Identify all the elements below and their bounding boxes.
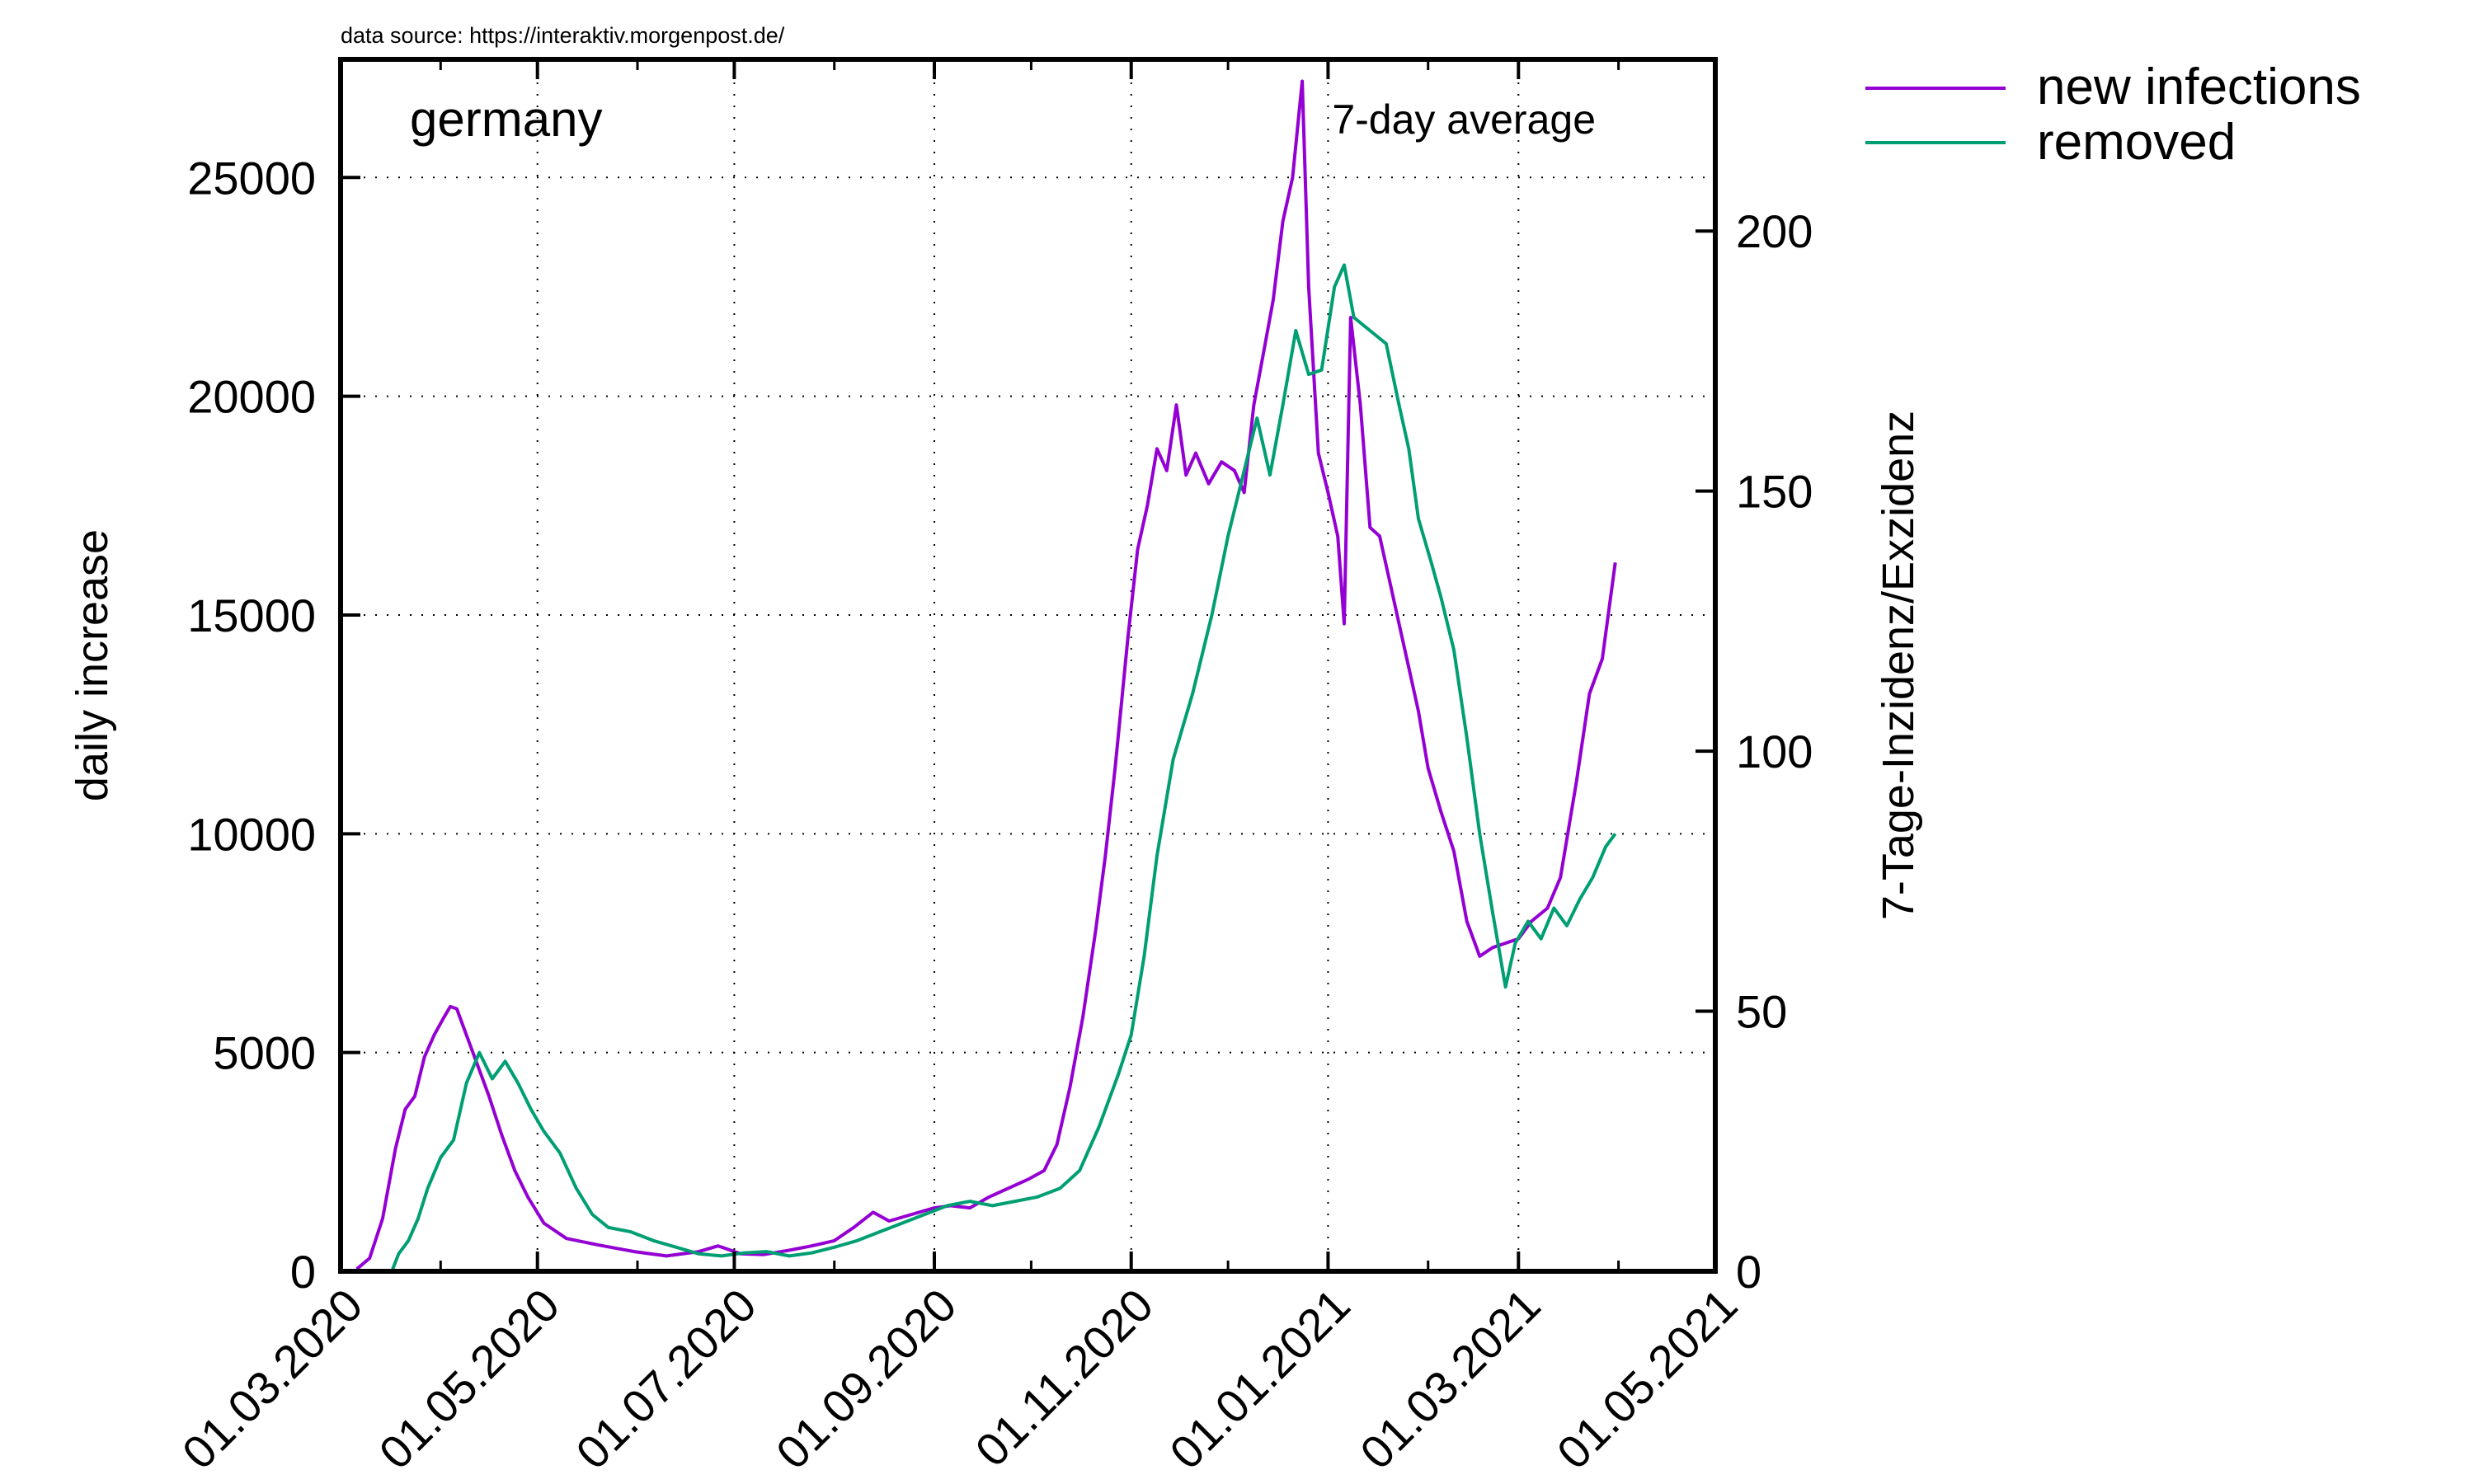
x-tick-label: 01.03.2020 [172,1279,373,1479]
x-tick-label: 01.03.2021 [1350,1279,1550,1479]
series-line-new-infections [355,79,1617,1270]
series-layer [355,79,1617,1271]
chart-subtitle: 7-day average [1332,96,1596,143]
x-tick-label: 01.07.2020 [566,1279,766,1479]
y2-axis-label: 7-Tage-Inzidenz/Exzidenz [1874,411,1923,920]
legend-label-removed: removed [2037,114,2236,171]
legend-label-new-infections: new infections [2037,59,2361,115]
y-axis-right: 0 50 100 150 200 [1696,205,1813,1298]
y-tick-label: 15000 [187,589,316,641]
x-tick-label: 01.05.2021 [1547,1279,1747,1479]
grid-lines [341,59,1715,1271]
y-tick-label: 10000 [187,808,316,860]
y-axis-left: 0 5000 10000 15000 20000 25000 [187,152,360,1298]
y2-tick-label: 200 [1736,205,1813,257]
plot-frame [338,57,1718,1274]
x-tick-label: 01.01.2021 [1159,1279,1360,1479]
y2-tick-label: 100 [1736,726,1813,777]
y2-tick-label: 50 [1736,986,1787,1038]
x-tick-label: 01.05.2020 [369,1279,569,1479]
y-tick-label: 20000 [187,371,316,423]
series-line-removed [390,263,1617,1271]
y-axis-label: daily increase [68,529,117,801]
x-tick-label: 01.09.2020 [766,1279,967,1479]
legend: new infections removed [1865,59,2361,171]
y-tick-label: 25000 [187,152,316,204]
x-tick-label: 01.11.2020 [965,1279,1163,1477]
y2-tick-label: 0 [1736,1246,1761,1298]
y-tick-label: 5000 [213,1027,316,1079]
y-tick-label: 0 [290,1246,316,1298]
y2-tick-label: 150 [1736,466,1813,518]
chart-title: germany [410,92,602,147]
data-source-note: data source: https://interaktiv.morgenpo… [341,23,785,48]
